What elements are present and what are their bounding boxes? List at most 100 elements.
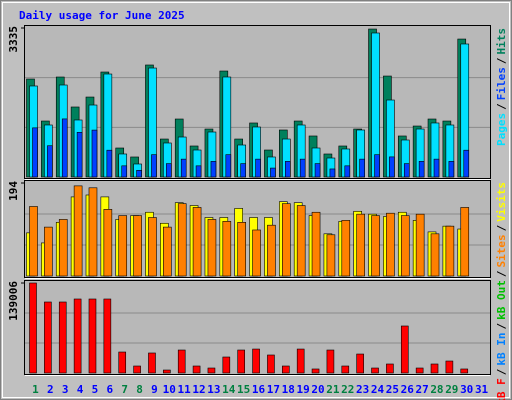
y-tick-label: 194: [7, 181, 20, 201]
bar: [252, 348, 260, 374]
bar: [91, 129, 98, 178]
legend-separator: /: [495, 103, 508, 110]
bar: [121, 165, 128, 178]
bar: [61, 118, 68, 178]
x-tick-label: 2: [47, 383, 54, 396]
bar: [252, 229, 261, 277]
bar: [311, 211, 321, 277]
bar: [88, 187, 98, 277]
legend-separator: /: [495, 224, 508, 231]
bar: [344, 165, 351, 178]
bar: [445, 360, 454, 374]
x-tick-label: 5: [92, 383, 99, 396]
bar: [148, 352, 156, 374]
bar: [151, 154, 157, 178]
bar: [415, 213, 425, 277]
bar: [356, 353, 364, 374]
bar: [282, 365, 290, 374]
bar: [270, 167, 276, 178]
x-tick-label: 11: [178, 383, 192, 396]
bar: [282, 203, 291, 277]
x-tick-label: 3: [62, 383, 69, 396]
bar: [389, 156, 395, 178]
bar: [133, 365, 141, 374]
bar: [341, 220, 351, 277]
x-tick-label: 26: [401, 383, 415, 396]
x-tick-label: 28: [430, 383, 443, 396]
bar: [163, 369, 171, 374]
legend-separator: /: [495, 368, 508, 375]
x-tick-label: 13: [207, 383, 220, 396]
bar: [73, 298, 82, 374]
legend-separator: /: [495, 57, 508, 64]
bar: [177, 349, 186, 374]
bar: [374, 154, 380, 178]
x-tick-label: 23: [356, 383, 369, 396]
bar: [400, 215, 410, 277]
bar: [133, 215, 142, 277]
chart-title: Daily usage for June 2025: [19, 9, 185, 22]
bar: [192, 365, 201, 374]
bar: [177, 203, 187, 277]
bar: [225, 154, 232, 178]
bar: [32, 127, 38, 178]
bar: [73, 185, 83, 277]
bar: [118, 215, 128, 277]
bar: [103, 209, 113, 277]
legend-entry: kB F: [495, 378, 508, 400]
bar: [29, 206, 38, 277]
x-tick-label: 12: [192, 383, 205, 396]
x-tick-label: 17: [267, 383, 280, 396]
bar: [222, 356, 231, 374]
x-tick-label: 27: [415, 383, 428, 396]
bar: [329, 168, 336, 178]
legend-entry: Files: [495, 67, 508, 100]
legend-entry: Sites: [495, 234, 508, 267]
bar: [445, 225, 455, 277]
bar: [192, 207, 202, 277]
x-tick-label: 10: [163, 383, 176, 396]
x-tick-label: 7: [121, 383, 128, 396]
bar: [359, 158, 365, 178]
x-tick-label: 19: [296, 383, 309, 396]
bar: [136, 169, 142, 178]
bar: [207, 367, 216, 374]
x-tick-label: 25: [386, 383, 399, 396]
bar: [299, 158, 306, 178]
bar: [166, 163, 172, 178]
bar: [29, 282, 37, 374]
bar: [418, 161, 425, 178]
x-tick-label: 15: [237, 383, 250, 396]
bar: [371, 215, 380, 277]
bar: [400, 325, 409, 374]
bar: [415, 367, 424, 374]
bar: [430, 363, 439, 374]
legend-entry: kB In: [495, 333, 508, 366]
bar: [44, 226, 53, 277]
bar: [326, 349, 335, 374]
bar: [88, 298, 97, 374]
x-tick-label: 16: [252, 383, 266, 396]
x-tick-label: 8: [136, 383, 143, 396]
bar: [460, 368, 469, 374]
bar: [433, 158, 440, 178]
y-tick-label: 3335: [7, 26, 20, 53]
bar: [460, 207, 470, 277]
bar: [76, 132, 83, 178]
x-tick-label: 21: [326, 383, 340, 396]
legend-separator: /: [495, 323, 508, 330]
bar: [255, 158, 261, 178]
bar: [180, 158, 187, 178]
x-tick-label: 14: [222, 383, 236, 396]
bar: [106, 149, 113, 178]
bar: [341, 365, 350, 374]
bar: [103, 298, 112, 374]
bar: [430, 233, 440, 277]
x-tick-label: 9: [151, 383, 158, 396]
bar: [463, 149, 470, 178]
bar: [386, 363, 394, 374]
x-tick-label: 29: [445, 383, 458, 396]
bar: [314, 163, 321, 178]
